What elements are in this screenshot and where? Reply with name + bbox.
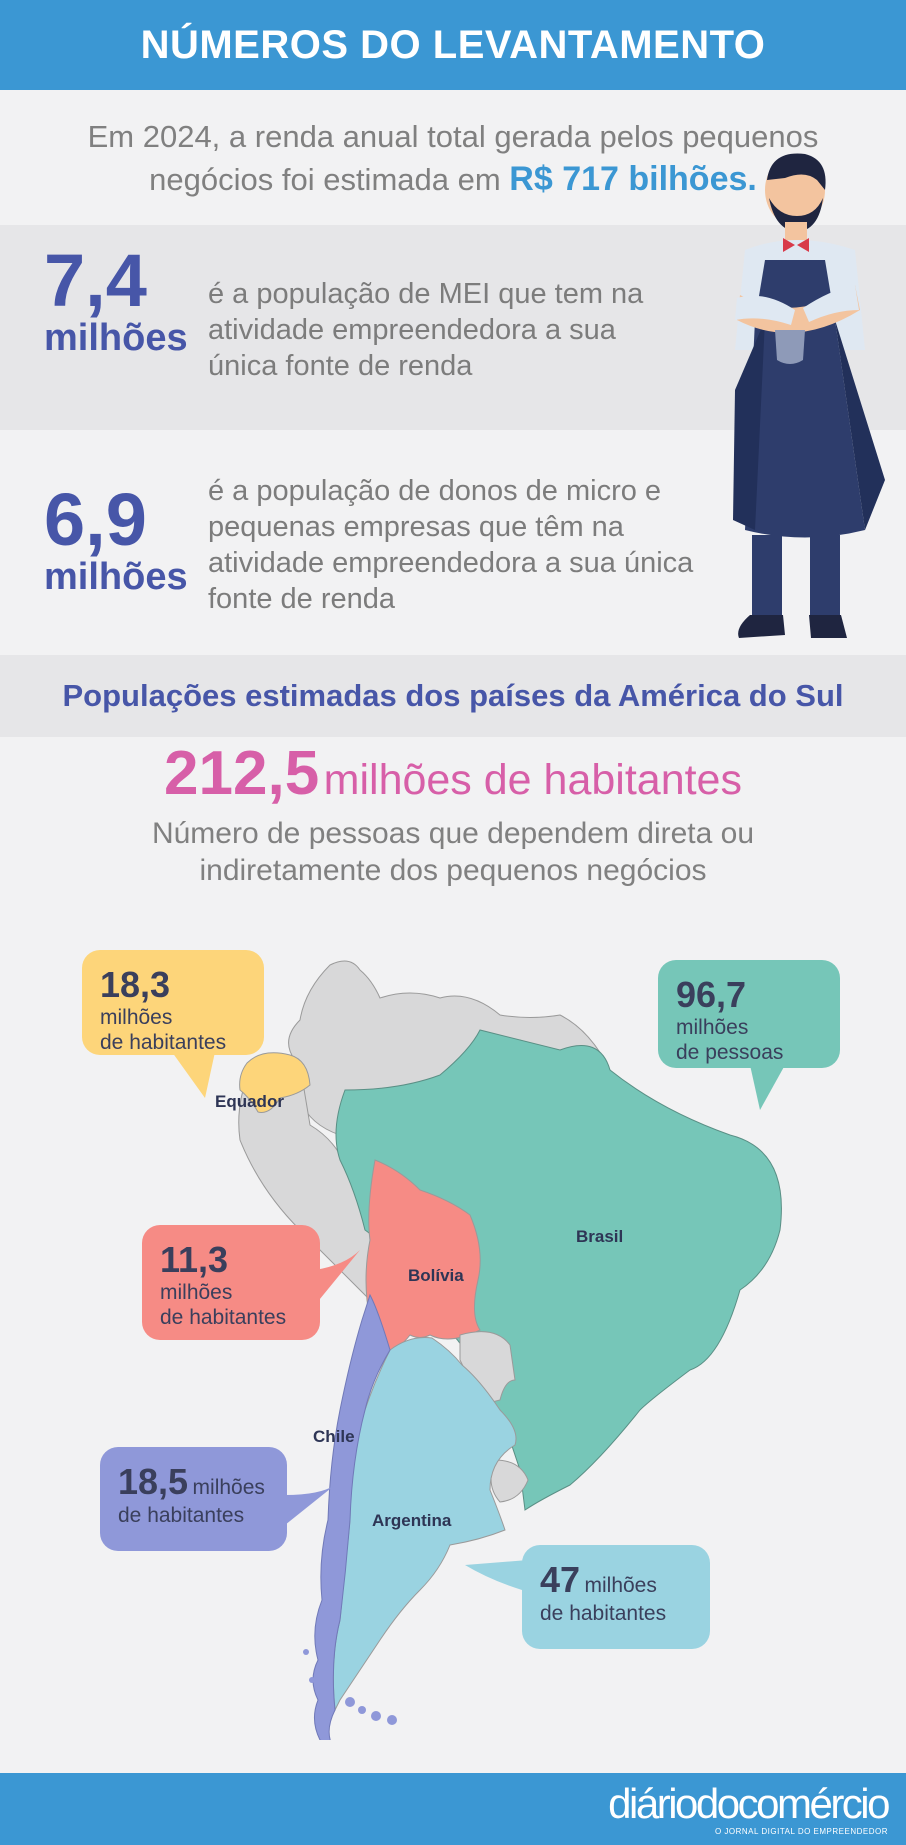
brasil-value: 96,7 [676,974,747,1015]
bubble-equador: 18,3 milhões de habitantes [82,950,264,1055]
footer-banner: diáriodocomércio O JORNAL DIGITAL DO EMP… [0,1773,906,1845]
stat-mpe-number: 6,9 milhões [44,478,188,599]
stat-mpe-value: 6,9 [44,478,147,561]
stat-mei-description: é a população de MEI que tem na atividad… [208,278,644,382]
south-america-map [172,960,785,1740]
brasil-unit: milhões [676,1016,749,1039]
intro-section: Em 2024, a renda anual total gerada pelo… [0,90,906,225]
total-label: milhões de habitantes [323,756,742,804]
stat-mei-number: 7,4 milhões [44,239,188,360]
header-banner: NÚMEROS DO LEVANTAMENTO [0,0,906,90]
chile-unit: milhões [192,1476,265,1499]
brand-name: diáriodocomércio [608,1780,890,1827]
intro-text: Em 2024, a renda anual total gerada pelo… [87,118,819,197]
stat-mei-unit: milhões [44,317,188,359]
argentina-unit: milhões [584,1574,657,1597]
bubble-argentina: 47 milhões de habitantes [522,1545,710,1649]
equador-value: 18,3 [100,964,171,1005]
chile-unit2: de habitantes [118,1504,245,1527]
brasil-unit2: de pessoas [676,1041,784,1064]
ecuador-shape [239,1052,311,1113]
stat-mpe-description: é a população de donos de micro e pequen… [208,475,694,615]
section-title: Populações estimadas dos países da Améri… [62,678,844,713]
section-header: Populações estimadas dos países da Améri… [0,655,906,737]
bubble-chile: 18,5 milhões de habitantes [100,1447,287,1551]
equador-unit2: de habitantes [100,1031,227,1054]
label-equador: Equador [215,1092,284,1111]
bolivia-value: 11,3 [160,1239,229,1280]
total-description: Número de pessoas que dependem direta ou… [0,815,906,889]
bubble-bolivia: 11,3 milhões de habitantes [142,1225,320,1340]
total-value: 212,5 [164,739,320,808]
stat-mpe-unit: milhões [44,556,188,598]
chile-value: 18,5 [118,1461,189,1502]
label-chile: Chile [313,1427,355,1446]
label-bolivia: Bolívia [408,1266,464,1285]
bolivia-unit2: de habitantes [160,1306,287,1329]
intro-text-block: Em 2024, a renda anual total gerada pelo… [63,115,843,201]
argentina-unit2: de habitantes [540,1602,667,1625]
equador-unit: milhões [100,1006,173,1029]
label-argentina: Argentina [372,1511,452,1530]
total-description-text: Número de pessoas que dependem direta ou… [151,817,755,887]
brand-tagline: O JORNAL DIGITAL DO EMPREENDEDOR [714,1827,888,1836]
total-population: 212,5 milhões de habitantes [0,738,906,809]
barber-illustration [733,153,885,638]
bolivia-unit: milhões [160,1281,233,1304]
argentina-value: 47 [540,1559,581,1600]
brand-logo[interactable]: diáriodocomércio O JORNAL DIGITAL DO EMP… [608,1780,890,1837]
label-brasil: Brasil [576,1227,624,1246]
intro-highlight: R$ 717 bilhões. [509,159,757,198]
bubble-brasil: 96,7 milhões de pessoas [658,960,840,1068]
stat-mei-value: 7,4 [44,239,147,322]
page-title: NÚMEROS DO LEVANTAMENTO [140,22,766,67]
